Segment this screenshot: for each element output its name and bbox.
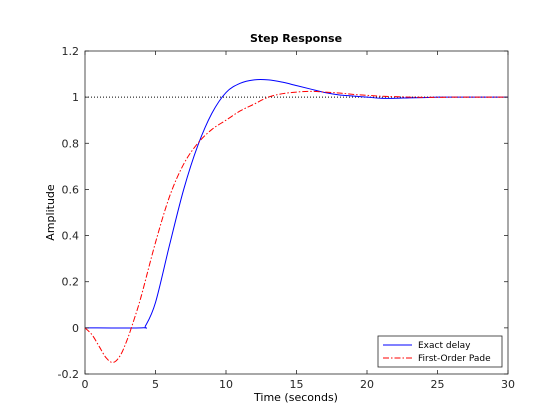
x-axis-label: Time (seconds) [253, 391, 338, 404]
y-tick-label: 1.2 [62, 45, 80, 58]
x-tick-label: 25 [431, 378, 445, 391]
y-tick-label: 0.4 [62, 230, 80, 243]
plot-area [84, 50, 509, 375]
x-tick-label: 5 [152, 378, 159, 391]
x-tick-label: 15 [290, 378, 304, 391]
y-tick-label: 1 [72, 91, 79, 104]
legend: Exact delay First-Order Pade [377, 335, 503, 368]
y-tick-label: 0.2 [62, 276, 80, 289]
legend-label-exact-delay: Exact delay [418, 341, 471, 351]
x-tick-label: 0 [82, 378, 89, 391]
y-axis-label: Amplitude [44, 184, 57, 241]
y-tick-label: 0 [72, 322, 79, 335]
x-tick-label: 10 [219, 378, 233, 391]
y-tick-label: 0.6 [62, 183, 80, 196]
legend-box [377, 335, 503, 368]
y-tick-label: 0.8 [62, 137, 80, 150]
legend-label-first-order-pade: First-Order Pade [418, 354, 491, 364]
x-tick-label: 30 [501, 378, 515, 391]
series-layer [84, 78, 508, 363]
chart-title: Step Response [250, 32, 342, 45]
y-tick-label: -0.2 [58, 368, 79, 381]
x-tick-label: 20 [360, 378, 374, 391]
tick-layer: 0 5 10 15 20 25 30-0.200.20.40.60.811.2 [58, 45, 515, 391]
